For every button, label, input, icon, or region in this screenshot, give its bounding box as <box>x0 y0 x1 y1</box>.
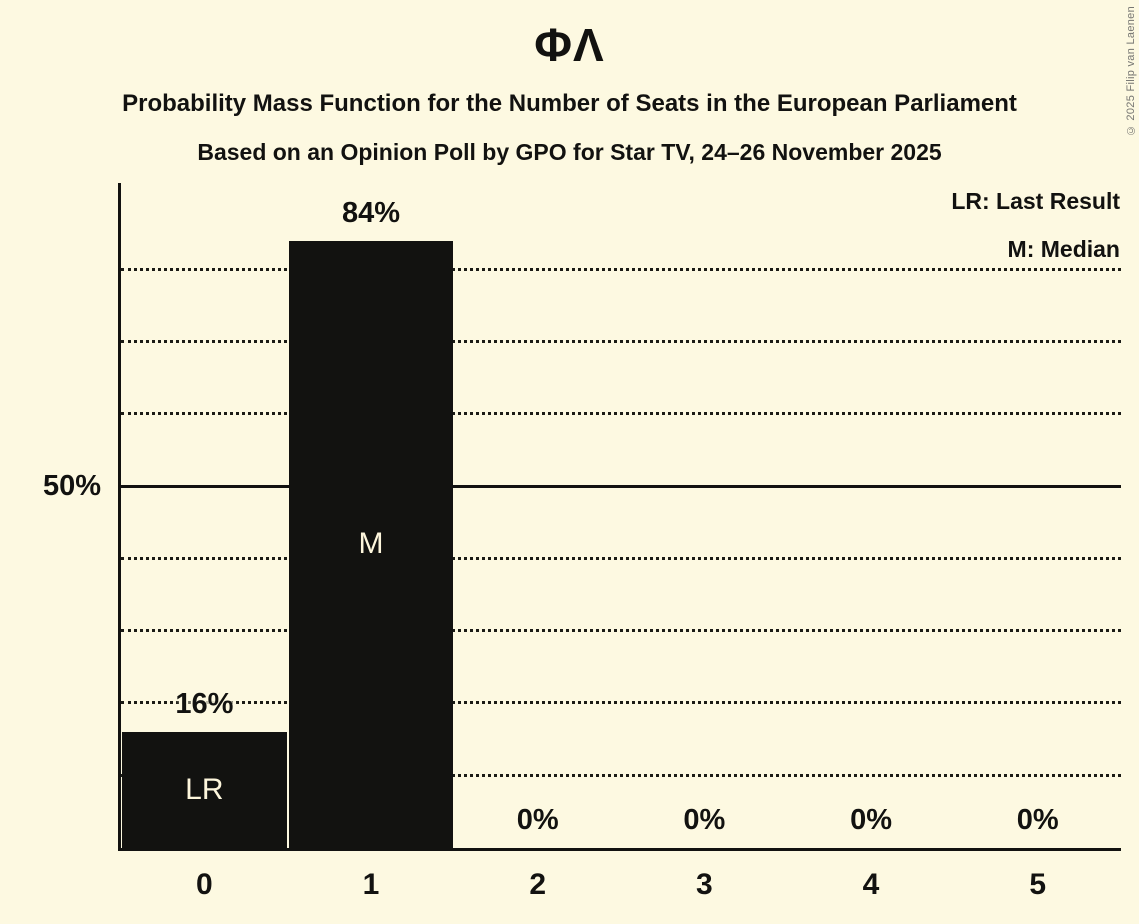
chart-poll-details: Based on an Opinion Poll by GPO for Star… <box>197 139 942 165</box>
bar-cell-0: LR 16% <box>121 183 288 848</box>
x-axis-label-4: 4 <box>862 868 880 901</box>
y-axis-tick-label: 50% <box>42 470 101 502</box>
plot-area: LR 16% M 84% 0% 0% 0% 0% <box>118 183 1121 851</box>
gridline-10-percent <box>121 773 1121 777</box>
bar-cell-3: 0% <box>621 183 788 848</box>
x-axis-labels: 0 1 2 3 4 5 <box>121 866 1121 904</box>
x-axis-label-2: 2 <box>529 868 547 901</box>
value-label-seats-5: 0% <box>1016 804 1059 836</box>
bar-annotation-lr: LR <box>185 773 224 807</box>
legend: LR: Last Result M: Median <box>951 177 1120 273</box>
gridline-30-percent <box>121 629 1121 633</box>
gridline-20-percent <box>121 701 1121 705</box>
gridline-40-percent <box>121 556 1121 560</box>
bar-cell-5: 0% <box>954 183 1121 848</box>
chart-subtitle: Probability Mass Function for the Number… <box>122 90 1017 117</box>
value-label-seats-0: 16% <box>175 688 234 721</box>
x-axis-label-1: 1 <box>362 868 380 901</box>
x-axis-label-0: 0 <box>195 868 213 901</box>
gridline-50-percent <box>121 484 1121 488</box>
legend-item-median: M: Median <box>1007 236 1120 262</box>
bar-cell-2: 0% <box>454 183 621 848</box>
value-label-seats-2: 0% <box>516 804 559 836</box>
value-label-seats-3: 0% <box>683 804 726 836</box>
gridline-70-percent <box>121 340 1121 344</box>
bar-cell-1: M 84% <box>288 183 455 848</box>
gridline-80-percent <box>121 267 1121 271</box>
gridline-60-percent <box>121 412 1121 416</box>
value-label-seats-4: 0% <box>850 804 892 836</box>
bar-seats-0: LR <box>122 732 287 848</box>
bar-seats-1: M <box>288 240 454 848</box>
bar-cells: LR 16% M 84% 0% 0% 0% 0% <box>121 183 1121 848</box>
x-axis-label-5: 5 <box>1029 868 1047 901</box>
chart-title: ΦΛ <box>534 19 605 71</box>
bar-cell-4: 0% <box>788 183 955 848</box>
value-label-seats-1: 84% <box>341 196 401 229</box>
bar-annotation-m: M <box>358 527 384 561</box>
legend-item-last-result: LR: Last Result <box>951 188 1120 214</box>
x-axis-label-3: 3 <box>696 868 713 901</box>
